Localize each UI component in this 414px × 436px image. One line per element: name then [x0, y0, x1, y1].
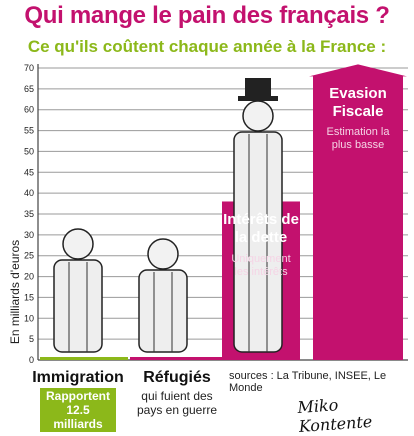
- y-tick-label: 10: [24, 313, 34, 323]
- y-tick-label: 40: [24, 188, 34, 198]
- category-label-refugies: Réfugiés: [143, 369, 211, 386]
- y-tick-label: 45: [24, 167, 34, 177]
- y-tick-label: 25: [24, 251, 34, 261]
- y-tick-label: 5: [29, 334, 34, 344]
- y-tick-label: 60: [24, 105, 34, 115]
- bar-label-interets: Intérêts de la dette: [223, 211, 299, 246]
- category-label-immigration: Immigration: [32, 369, 124, 386]
- y-tick-label: 20: [24, 272, 34, 282]
- bar-sub-evasion: Estimation la plus basse: [326, 126, 390, 151]
- y-tick-label: 50: [24, 146, 34, 156]
- y-tick-label: 30: [24, 230, 34, 240]
- y-tick-label: 15: [24, 292, 34, 302]
- immigrant-figure-illustration: [53, 228, 103, 353]
- refugee-figure-illustration: [138, 238, 188, 353]
- author-signature: Miko Kontente: [296, 395, 373, 436]
- y-tick-label: 55: [24, 126, 34, 136]
- sources-note: sources : La Tribune, INSEE, Le Monde: [229, 370, 387, 394]
- bar-evasion-fiscale: [309, 64, 407, 360]
- bar-chart: 0 5 10 15 20 25 30 35 40 45 50 55 60 65 70: [24, 63, 408, 365]
- bar-label-evasion: Evasion Fiscale: [329, 85, 387, 120]
- y-tick-label: 70: [24, 63, 34, 73]
- y-tick-label: 65: [24, 84, 34, 94]
- bar-refugies: [130, 357, 222, 360]
- bar-sub-interets: Uniquement les intérêts: [231, 253, 291, 278]
- rich-man-figure-illustration: [233, 78, 283, 353]
- y-tick-label: 35: [24, 209, 34, 219]
- chart-subtitle: Ce qu'ils coûtent chaque année à la Fran…: [27, 37, 387, 56]
- bar-immigration: [40, 357, 128, 360]
- category-sub-immigration: Rapportent 12.5 milliards: [40, 388, 116, 432]
- category-sub-refugies: qui fuient des pays en guerre: [136, 389, 218, 417]
- y-tick-label: 0: [29, 355, 34, 365]
- chart-title: Qui mange le pain des français ?: [24, 2, 390, 29]
